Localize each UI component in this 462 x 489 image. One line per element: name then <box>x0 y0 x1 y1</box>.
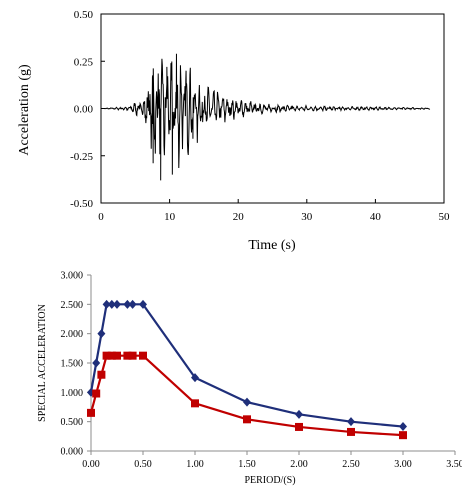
spectrum-series-1 <box>87 299 407 432</box>
accelerogram-x-tick-label: 10 <box>164 211 176 223</box>
spectrum-square-marker <box>139 351 147 360</box>
accelerogram-x-ticks: 0 10 20 30 40 50 <box>98 199 450 223</box>
spectrum-square-marker <box>191 399 199 408</box>
spectrum-x-tick-label: 0.50 <box>134 459 152 470</box>
spectrum-x-ticks: 0.00 0.50 1.00 1.50 2.00 2.50 3.00 3.50 <box>82 451 462 470</box>
spectrum-series <box>87 299 407 440</box>
accelerogram-y-tick-label: 0.00 <box>74 104 94 116</box>
spectrum-diamond-marker <box>347 417 355 427</box>
spectrum-diamond-marker <box>92 358 101 368</box>
spectrum-x-tick-label: 2.00 <box>290 459 308 470</box>
spectrum-square-marker <box>97 370 106 379</box>
accelerogram-signal <box>100 53 431 181</box>
spectrum-y-tick-label: 0.000 <box>61 447 84 458</box>
accelerogram-y-axis-label: Acceleration (g) <box>17 64 32 156</box>
accelerogram-y-tick-label: -0.50 <box>70 198 93 210</box>
accelerogram-trace <box>100 53 431 181</box>
spectrum-square-marker <box>347 427 355 436</box>
spectrum-square-marker <box>399 431 407 440</box>
spectrum-square-marker <box>107 351 116 360</box>
spectrum-diamond-marker <box>295 409 303 419</box>
spectrum-y-axis-label: SPECIAL ACCELERATION <box>37 304 48 422</box>
spectrum-x-axis-label: PERIOD/(S) <box>244 475 295 486</box>
spectrum-y-tick-label: 3.000 <box>61 271 84 282</box>
spectrum-y-ticks: 3.000 2.500 2.000 1.500 1.000 0.500 0.000 <box>61 271 91 458</box>
spectrum-diamond-marker <box>102 299 111 309</box>
spectrum-diamond-marker <box>139 299 147 309</box>
spectrum-diamond-marker <box>97 329 106 339</box>
accelerogram-chart: 0.50 0.25 0.00 -0.25 -0.50 0 10 20 30 40 50 Accel… <box>17 9 450 253</box>
spectrum-y-tick-label: 2.000 <box>61 329 84 340</box>
spectrum-y-tick-label: 1.000 <box>61 388 84 399</box>
spectrum-series-line <box>89 303 404 428</box>
accelerogram-x-axis-label: Time (s) <box>248 238 296 253</box>
spectrum-diamond-marker <box>243 397 251 407</box>
spectrum-square-marker <box>92 389 101 398</box>
spectrum-y-tick-label: 2.500 <box>61 300 84 311</box>
accelerogram-x-tick-label: 30 <box>301 211 313 223</box>
accelerogram-x-tick-label: 0 <box>98 211 104 223</box>
accelerogram-x-tick-label: 40 <box>370 211 382 223</box>
spectrum-series-2 <box>87 351 407 440</box>
spectrum-x-tick-label: 1.50 <box>238 459 256 470</box>
spectrum-x-tick-label: 3.50 <box>446 459 462 470</box>
spectrum-diamond-marker <box>107 299 116 309</box>
spectrum-x-tick-label: 2.50 <box>342 459 360 470</box>
response-spectrum-chart: 3.000 2.500 2.000 1.500 1.000 0.500 0.000 0.00… <box>37 271 462 487</box>
spectrum-diamond-marker <box>113 299 121 309</box>
accelerogram-x-tick-label: 20 <box>233 211 245 223</box>
spectrum-square-marker <box>295 422 303 431</box>
spectrum-square-marker <box>128 351 137 360</box>
accelerogram-y-tick-label: 0.50 <box>74 9 94 21</box>
spectrum-square-marker <box>87 408 95 417</box>
spectrum-y-tick-label: 1.500 <box>61 359 84 370</box>
spectrum-square-marker <box>102 351 111 360</box>
spectrum-square-marker <box>123 351 132 360</box>
spectrum-x-tick-label: 0.00 <box>82 459 100 470</box>
spectrum-square-marker <box>243 415 251 424</box>
accelerogram-y-tick-label: -0.25 <box>70 151 93 163</box>
spectrum-square-marker <box>113 351 121 360</box>
accelerogram-x-tick-label: 50 <box>439 211 451 223</box>
accelerogram-y-tick-label: 0.25 <box>74 56 94 68</box>
spectrum-diamond-marker <box>399 422 407 432</box>
spectrum-x-tick-label: 3.00 <box>394 459 412 470</box>
accelerogram-y-ticks: 0.50 0.25 0.00 -0.25 -0.50 <box>70 9 105 210</box>
spectrum-diamond-marker <box>123 299 132 309</box>
spectrum-diamond-marker <box>128 299 137 309</box>
spectrum-diamond-marker <box>191 373 199 383</box>
spectrum-y-tick-label: 0.500 <box>61 417 84 428</box>
spectrum-x-tick-label: 1.00 <box>186 459 204 470</box>
